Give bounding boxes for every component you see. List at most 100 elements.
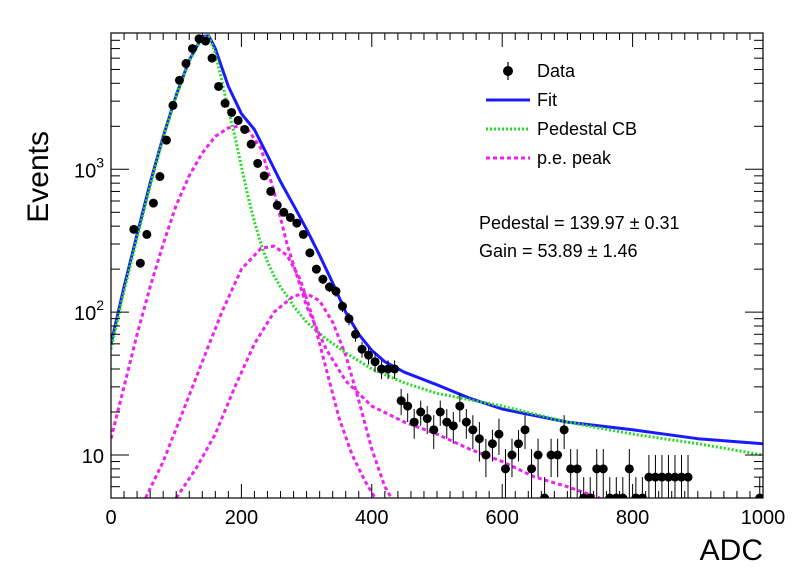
legend-data-marker [503,66,513,76]
pedestal-result: Pedestal = 139.97 ±0.31 [479,213,680,233]
y-tick-label-base: 10 [82,446,104,468]
legend-label-pedestal: Pedestal CB [537,119,637,139]
gain-result-label: Gain = 53.89 [479,241,583,261]
y-axis-title: Events [22,131,55,223]
data-point [416,407,426,417]
data-point [201,36,211,46]
legend-label-fit: Fit [537,90,557,110]
data-point [207,53,217,63]
data-point [592,464,602,474]
data-point [448,421,458,431]
data-point [214,81,224,91]
data-point [259,171,269,181]
data-point [357,344,367,354]
series-pedestal-cb-line [111,35,763,457]
data-point [148,198,158,208]
data-point [188,44,197,54]
data-point [657,472,667,482]
axis-ticks [110,32,764,499]
x-tick-label: 0 [105,507,116,529]
data-point [618,493,628,498]
data-point [174,75,184,85]
x-tick-label: 600 [486,507,519,529]
data-point [461,417,471,427]
data-point [370,357,380,367]
data-point [181,59,191,69]
data-point [344,314,354,324]
legend-entry-pedestal: Pedestal CB [486,119,637,139]
data-point [161,135,171,145]
legend-entry-pe-peak: p.e. peak [486,148,612,168]
legend: Data Fit Pedestal CB p.e. peak [486,61,637,168]
data-points-layer [129,34,763,498]
data-point [442,417,452,427]
y-tick-label: 102 [74,297,104,325]
data-point [644,472,654,482]
data-point [553,450,563,460]
pedestal-pm-symbol: ± [630,213,640,233]
y-tick-label: 103 [74,154,104,182]
data-point [527,464,537,474]
data-point [468,425,478,435]
data-point [253,158,263,168]
data-point [755,493,763,498]
x-tick-label: 800 [616,507,649,529]
data-point [598,464,608,474]
y-tick-label-base: 10 [74,160,96,182]
x-tick-label: 1000 [741,507,786,529]
legend-label-data: Data [537,61,576,81]
data-point [403,401,413,411]
fit-results: Pedestal = 139.97 ±0.31 Gain = 53.89 ±1.46 [479,213,680,261]
data-point [168,100,178,110]
data-point [331,286,341,296]
data-point [292,218,302,228]
data-point [487,439,497,449]
data-point [233,115,243,125]
series-p-e-peak-2-line [144,244,377,498]
data-point [311,264,321,274]
data-point [683,472,693,482]
data-point [409,417,419,427]
data-point [129,224,139,234]
data-point [272,200,282,210]
data-point [298,229,308,239]
legend-entry-fit: Fit [486,90,557,110]
data-point [507,450,517,460]
data-point [663,472,673,482]
data-point [533,450,543,460]
data-point [318,274,328,284]
gain-result: Gain = 53.89 ±1.46 [479,241,638,261]
series-p-e-peak-3-line [174,292,393,498]
data-point [390,364,400,374]
data-point [383,364,393,374]
data-point [220,98,230,108]
gain-result-error: 1.46 [602,241,637,261]
data-point [305,248,315,258]
series-fit-line [111,34,763,446]
data-point [637,493,647,498]
y-tick-label-exponent: 3 [96,154,104,170]
pedestal-result-label: Pedestal = 139.97 [479,213,625,233]
data-point [285,212,295,222]
data-point [377,364,387,374]
legend-label-pe-peak: p.e. peak [537,148,612,168]
pedestal-result-error: 0.31 [645,213,680,233]
data-point [435,407,445,417]
data-point [455,401,465,411]
data-point [546,450,556,460]
data-point [677,472,686,482]
data-point [396,396,406,406]
data-point [572,464,582,474]
data-point [540,493,550,498]
data-point [514,439,523,449]
data-point [474,434,484,444]
data-point [566,464,576,474]
data-point [494,429,504,439]
data-point [135,258,145,268]
data-point [559,425,569,435]
data-point [364,350,374,360]
data-point [481,450,491,460]
